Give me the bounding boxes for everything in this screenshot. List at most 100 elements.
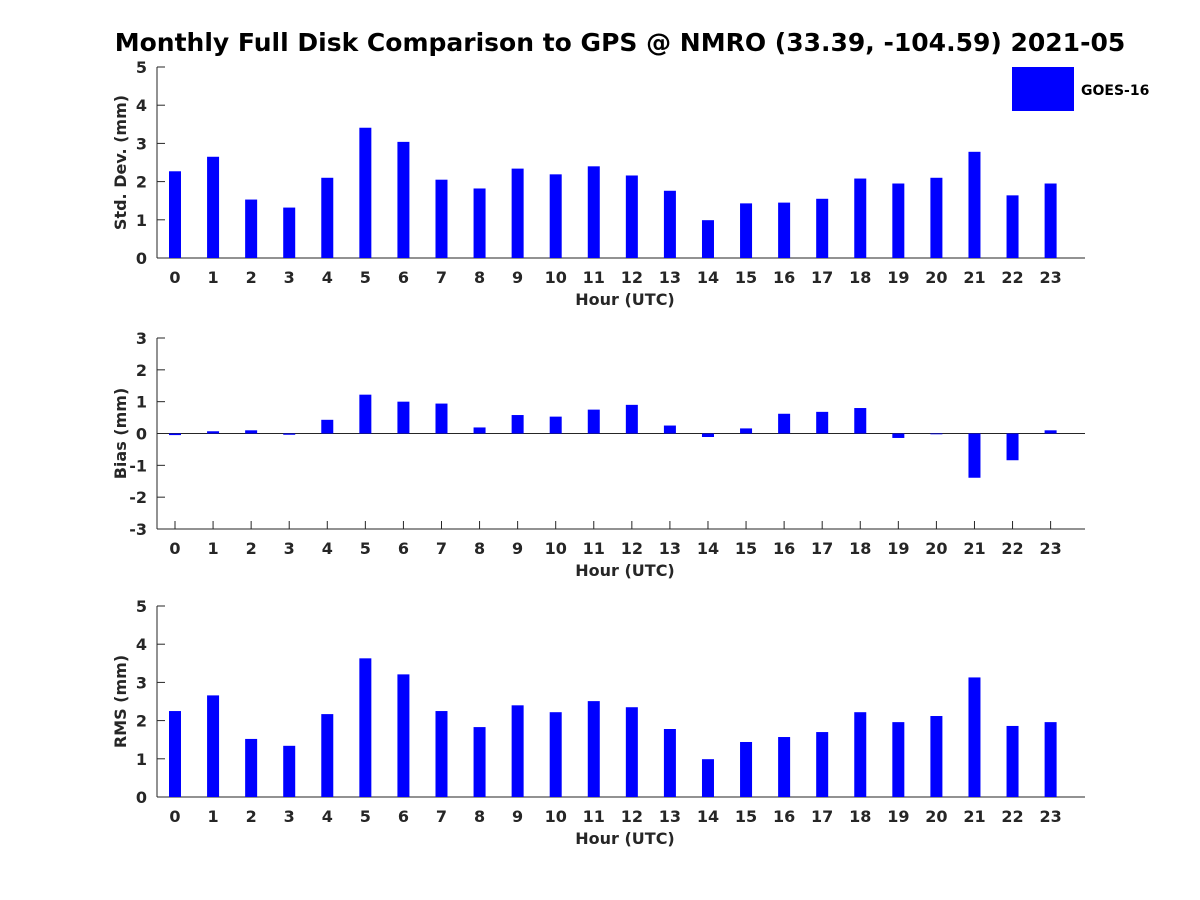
bar [511,705,524,797]
x-tick-label: 0 [169,268,180,287]
bar [663,190,676,258]
bar [283,433,296,435]
bar [701,433,714,438]
x-tick-label: 3 [284,268,295,287]
bar [663,425,676,434]
bar [968,677,981,797]
bar [625,404,638,434]
bar [968,433,981,478]
y-tick-label: 3 [136,673,147,692]
bar [740,428,753,434]
bar [245,199,258,258]
x-tick-label: 14 [697,539,719,558]
bar [854,178,867,258]
bar [854,712,867,797]
x-tick-label: 3 [284,807,295,826]
y-axis-label: RMS (mm) [111,655,130,748]
bar [473,727,486,797]
x-tick-label: 9 [512,268,523,287]
x-tick-label: 7 [436,539,447,558]
bar [701,220,714,258]
y-tick-label: 5 [136,597,147,616]
bar [930,433,943,435]
x-axis-label: Hour (UTC) [575,829,675,848]
y-tick-label: 0 [136,425,147,444]
x-tick-label: 15 [735,539,757,558]
x-tick-label: 20 [925,539,947,558]
x-tick-label: 0 [169,807,180,826]
x-tick-label: 2 [246,268,257,287]
x-tick-label: 19 [887,807,909,826]
x-tick-label: 5 [360,539,371,558]
y-tick-label: 4 [136,96,147,115]
x-tick-label: 7 [436,268,447,287]
x-tick-label: 18 [849,807,871,826]
x-tick-label: 15 [735,268,757,287]
bar [740,741,753,797]
bar [511,168,524,258]
bar [473,188,486,258]
bar [359,394,372,434]
x-tick-label: 22 [1001,807,1023,826]
bar [816,732,829,797]
y-tick-label: -3 [129,520,147,539]
y-tick-label: 0 [136,788,147,807]
bar [892,722,905,797]
x-tick-label: 20 [925,268,947,287]
x-tick-label: 13 [659,807,681,826]
x-tick-label: 22 [1001,268,1023,287]
bar [854,408,867,434]
x-tick-label: 15 [735,807,757,826]
bar [930,177,943,258]
x-tick-label: 3 [284,539,295,558]
x-tick-label: 2 [246,807,257,826]
y-tick-label: 3 [136,329,147,348]
bar [816,411,829,434]
bar [1044,722,1057,797]
x-tick-label: 10 [545,807,567,826]
x-tick-label: 1 [207,807,218,826]
x-tick-label: 16 [773,807,795,826]
legend-label: GOES-16 [1081,83,1149,99]
y-tick-label: 4 [136,635,147,654]
x-tick-label: 5 [360,807,371,826]
bar [1006,725,1019,797]
x-axis-label: Hour (UTC) [575,290,675,309]
x-tick-label: 11 [583,539,605,558]
bar [549,416,562,434]
x-tick-label: 17 [811,539,833,558]
bar [397,674,410,797]
bar [435,711,448,797]
bar [778,737,791,797]
bar [740,203,753,258]
bar [625,707,638,797]
x-tick-label: 19 [887,268,909,287]
bar [321,419,334,434]
bar [207,431,220,434]
y-tick-label: 5 [136,58,147,77]
bar [245,738,258,797]
bar [169,433,181,436]
x-axis-label: Hour (UTC) [575,561,675,580]
bar [587,701,600,797]
x-tick-label: 14 [697,268,719,287]
y-tick-label: 2 [136,361,147,380]
x-tick-label: 2 [246,539,257,558]
x-tick-label: 17 [811,268,833,287]
x-tick-label: 4 [322,539,333,558]
x-tick-label: 18 [849,268,871,287]
bar [207,695,220,797]
x-tick-label: 9 [512,539,523,558]
y-axis-label: Bias (mm) [111,388,130,480]
x-tick-label: 6 [398,539,409,558]
y-tick-label: -1 [129,456,147,475]
legend: GOES-16 [1012,67,1149,111]
x-tick-label: 10 [545,539,567,558]
x-tick-label: 20 [925,807,947,826]
bar [587,166,600,258]
x-tick-label: 13 [659,268,681,287]
x-tick-label: 22 [1001,539,1023,558]
